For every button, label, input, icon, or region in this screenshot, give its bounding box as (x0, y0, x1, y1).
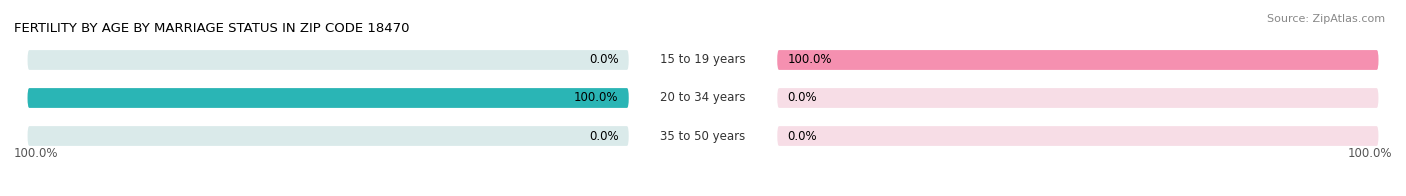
FancyBboxPatch shape (778, 88, 1378, 108)
Text: 35 to 50 years: 35 to 50 years (661, 130, 745, 142)
Text: 0.0%: 0.0% (787, 130, 817, 142)
FancyBboxPatch shape (778, 126, 1378, 146)
Text: 0.0%: 0.0% (787, 92, 817, 104)
Text: 15 to 19 years: 15 to 19 years (661, 54, 745, 66)
Text: Source: ZipAtlas.com: Source: ZipAtlas.com (1267, 14, 1385, 24)
FancyBboxPatch shape (778, 50, 1378, 70)
FancyBboxPatch shape (28, 126, 628, 146)
Text: 20 to 34 years: 20 to 34 years (661, 92, 745, 104)
Text: 0.0%: 0.0% (589, 130, 619, 142)
FancyBboxPatch shape (28, 88, 628, 108)
FancyBboxPatch shape (28, 88, 628, 108)
Text: 100.0%: 100.0% (1347, 147, 1392, 160)
Text: FERTILITY BY AGE BY MARRIAGE STATUS IN ZIP CODE 18470: FERTILITY BY AGE BY MARRIAGE STATUS IN Z… (14, 22, 409, 35)
Text: 100.0%: 100.0% (787, 54, 832, 66)
Text: 0.0%: 0.0% (589, 54, 619, 66)
Text: 100.0%: 100.0% (574, 92, 619, 104)
Text: 100.0%: 100.0% (14, 147, 59, 160)
FancyBboxPatch shape (28, 50, 628, 70)
FancyBboxPatch shape (778, 50, 1378, 70)
